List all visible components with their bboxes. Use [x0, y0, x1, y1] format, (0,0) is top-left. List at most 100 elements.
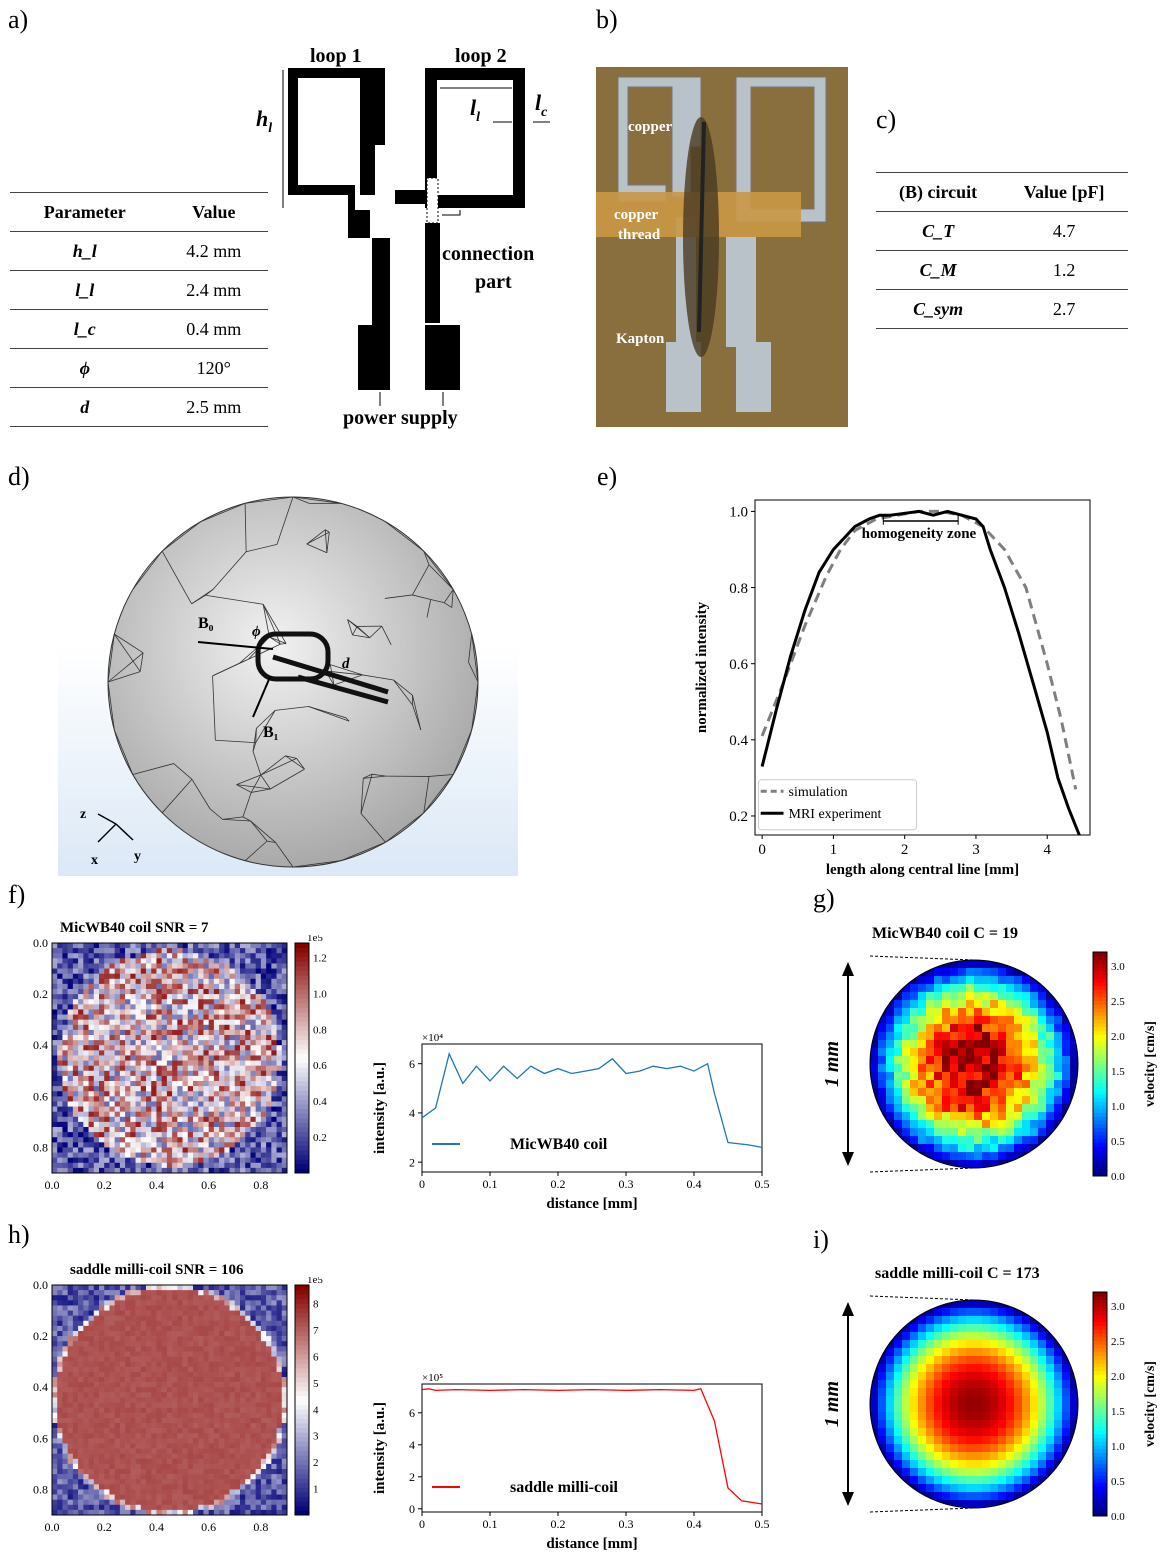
heatmap-cell: [213, 1423, 220, 1429]
colorbar-segment: [295, 1044, 309, 1050]
heatmap-cell: [219, 1509, 225, 1516]
velocity-cell: [958, 1152, 967, 1161]
heatmap-cell: [219, 1019, 225, 1026]
heatmap-cell: [172, 1504, 178, 1511]
heatmap-cell: [224, 1167, 230, 1174]
heatmap-cell: [224, 1060, 230, 1066]
heatmap-cell: [240, 1096, 246, 1102]
mesh-edge: [306, 543, 328, 554]
heatmap-cell: [198, 1014, 204, 1020]
heatmap-cell: [161, 1443, 168, 1449]
heatmap-cell: [166, 1469, 173, 1475]
heatmap-cell: [234, 1387, 241, 1393]
heatmap-cell: [224, 1290, 230, 1296]
heatmap-cell: [62, 1509, 68, 1516]
heatmap-cell: [114, 1127, 121, 1133]
velocity-cell: [886, 984, 895, 993]
heatmap-cell: [156, 958, 162, 964]
heatmap-cell: [114, 1341, 121, 1347]
heatmap-cell: [203, 1029, 209, 1036]
heatmap-cell: [67, 1366, 74, 1373]
heatmap-cell: [67, 1116, 74, 1123]
velocity-cell: [950, 992, 959, 1001]
heatmap-cell: [104, 1035, 110, 1041]
heatmap-cell: [72, 973, 79, 980]
velocity-cell: [966, 1160, 975, 1168]
heatmap-cell: [156, 1504, 162, 1511]
colorbar-segment: [295, 998, 309, 1004]
heatmap-cell: [119, 1167, 126, 1174]
heatmap-cell: [193, 1504, 199, 1511]
velocity-cell: [886, 1032, 895, 1041]
heatmap-cell: [67, 1050, 74, 1056]
heatmap-cell: [156, 1075, 162, 1082]
heatmap-cell: [260, 1438, 267, 1444]
velocity-cell: [1054, 1152, 1063, 1161]
velocity-cell: [1046, 1112, 1055, 1121]
heatmap-cell: [260, 968, 267, 974]
heatmap-cell: [114, 1029, 121, 1036]
heatmap-cell: [177, 1484, 183, 1490]
velocity-cell: [870, 1152, 879, 1161]
heatmap-cell: [135, 1428, 142, 1434]
heatmap-cell: [130, 1366, 136, 1373]
heatmap-cell: [161, 973, 168, 980]
heatmap-cell: [119, 1504, 126, 1511]
heatmap-cell: [271, 1167, 277, 1174]
heatmap-cell: [187, 1499, 194, 1506]
heatmap-cell: [99, 1377, 105, 1383]
heatmap-cell: [130, 1300, 136, 1306]
heatmap-cell: [193, 1361, 199, 1368]
heatmap-cell: [245, 1101, 251, 1107]
x-tick-label: 0.0: [45, 1178, 60, 1192]
heatmap-cell: [72, 943, 79, 949]
colorbar-segment: [295, 961, 309, 967]
heatmap-cell: [255, 1127, 262, 1133]
heatmap-cell: [182, 1024, 189, 1031]
heatmap-cell: [224, 978, 230, 985]
heatmap-cell: [229, 1014, 236, 1020]
velocity-cell: [966, 1032, 975, 1041]
velocity-cell: [998, 976, 1007, 985]
heatmap-cell: [93, 1463, 100, 1470]
heatmap-cell: [182, 1152, 189, 1158]
heatmap-cell: [250, 1397, 256, 1403]
heatmap-cell: [245, 1096, 251, 1102]
heatmap-cell: [83, 1121, 89, 1128]
heatmap-cell: [161, 1029, 168, 1036]
heatmap-cell: [245, 1336, 251, 1342]
heatmap-cell: [104, 978, 110, 985]
heatmap-cell: [57, 1055, 63, 1061]
heatmap-cell: [266, 1045, 272, 1051]
heatmap-cell: [78, 943, 84, 949]
heatmap-cell: [224, 1504, 230, 1511]
heatmap-cell: [266, 1152, 272, 1158]
heatmap-cell: [130, 1382, 136, 1388]
velocity-cell: [998, 1056, 1007, 1065]
heatmap-cell: [99, 1142, 105, 1148]
colorbar-segment: [295, 1048, 309, 1054]
heatmap-cell: [193, 1075, 199, 1082]
heatmap-cell: [234, 1402, 241, 1408]
heatmap-cell: [135, 1055, 142, 1061]
heatmap-cell: [67, 1412, 74, 1419]
heatmap-cell: [78, 1463, 84, 1470]
heatmap-cell: [161, 1142, 168, 1148]
heatmap-cell: [234, 1137, 241, 1143]
heatmap-cell: [271, 989, 277, 995]
heatmap-cell: [57, 1029, 63, 1036]
heatmap-cell: [104, 1040, 110, 1046]
velocity-cell: [958, 1112, 967, 1121]
heatmap-cell: [193, 1096, 199, 1102]
heatmap-cell: [119, 1055, 126, 1061]
heatmap-cell: [213, 1499, 220, 1506]
heatmap-cell: [72, 1320, 79, 1327]
heatmap-cell: [193, 1167, 199, 1174]
heatmap-cell: [83, 1346, 89, 1352]
heatmap-cell: [172, 1366, 178, 1373]
velocity-cell: [1030, 1048, 1039, 1057]
heatmap-cell: [62, 1356, 68, 1362]
heatmap-cell: [119, 953, 126, 959]
heatmap-cell: [99, 1315, 105, 1322]
heatmap-cell: [198, 1325, 204, 1332]
